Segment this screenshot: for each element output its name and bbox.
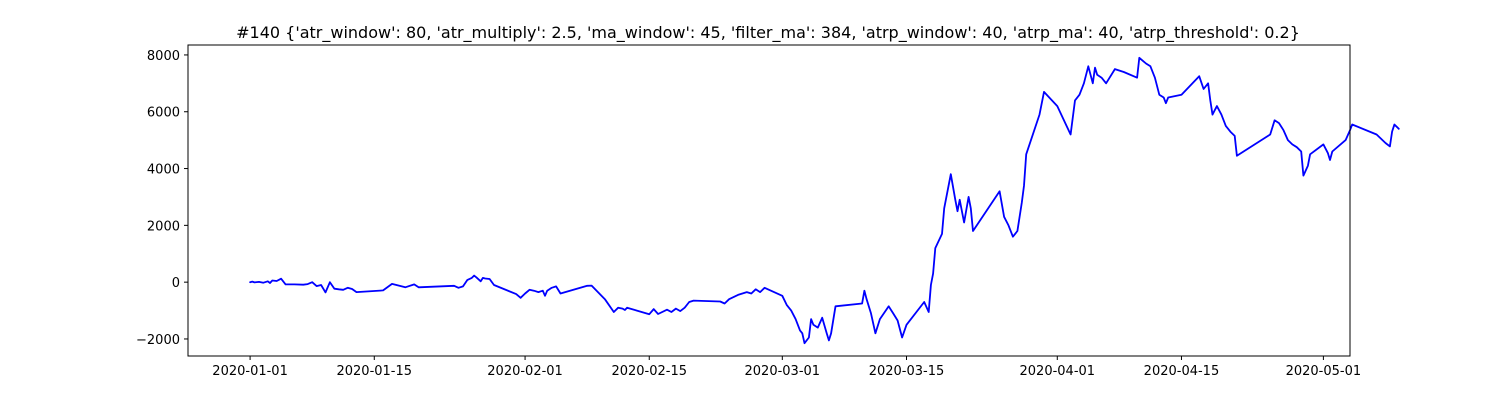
plot-frame — [187, 44, 1351, 357]
x-tick-label: 2020-04-01 — [1020, 364, 1096, 379]
x-tick-label: 2020-04-15 — [1144, 364, 1220, 379]
y-tick-label: −2000 — [136, 333, 180, 348]
y-tick-label: 6000 — [147, 106, 180, 121]
x-tick-label: 2020-03-01 — [745, 364, 821, 379]
y-tick-label: 2000 — [147, 219, 180, 234]
chart-title: #140 {'atr_window': 80, 'atr_multiply': … — [236, 23, 1300, 43]
y-tick-label: 4000 — [147, 163, 180, 178]
x-tick-label: 2020-03-15 — [869, 364, 945, 379]
x-tick-label: 2020-01-15 — [336, 364, 412, 379]
x-tick-label: 2020-01-01 — [212, 364, 288, 379]
x-axis: 2020-01-01 2020-01-15 2020-02-01 2020-02-15… — [212, 356, 1361, 379]
y-axis: −2000 0 2000 4000 6000 8000 — [136, 49, 188, 348]
x-tick-label: 2020-02-15 — [611, 364, 687, 379]
y-tick-label: 8000 — [147, 49, 180, 64]
x-tick-label: 2020-05-01 — [1286, 364, 1362, 379]
series-line-0 — [249, 56, 1400, 345]
y-tick-label: 0 — [172, 276, 180, 291]
plot-area — [187, 44, 1400, 357]
x-tick-label: 2020-02-01 — [487, 364, 563, 379]
